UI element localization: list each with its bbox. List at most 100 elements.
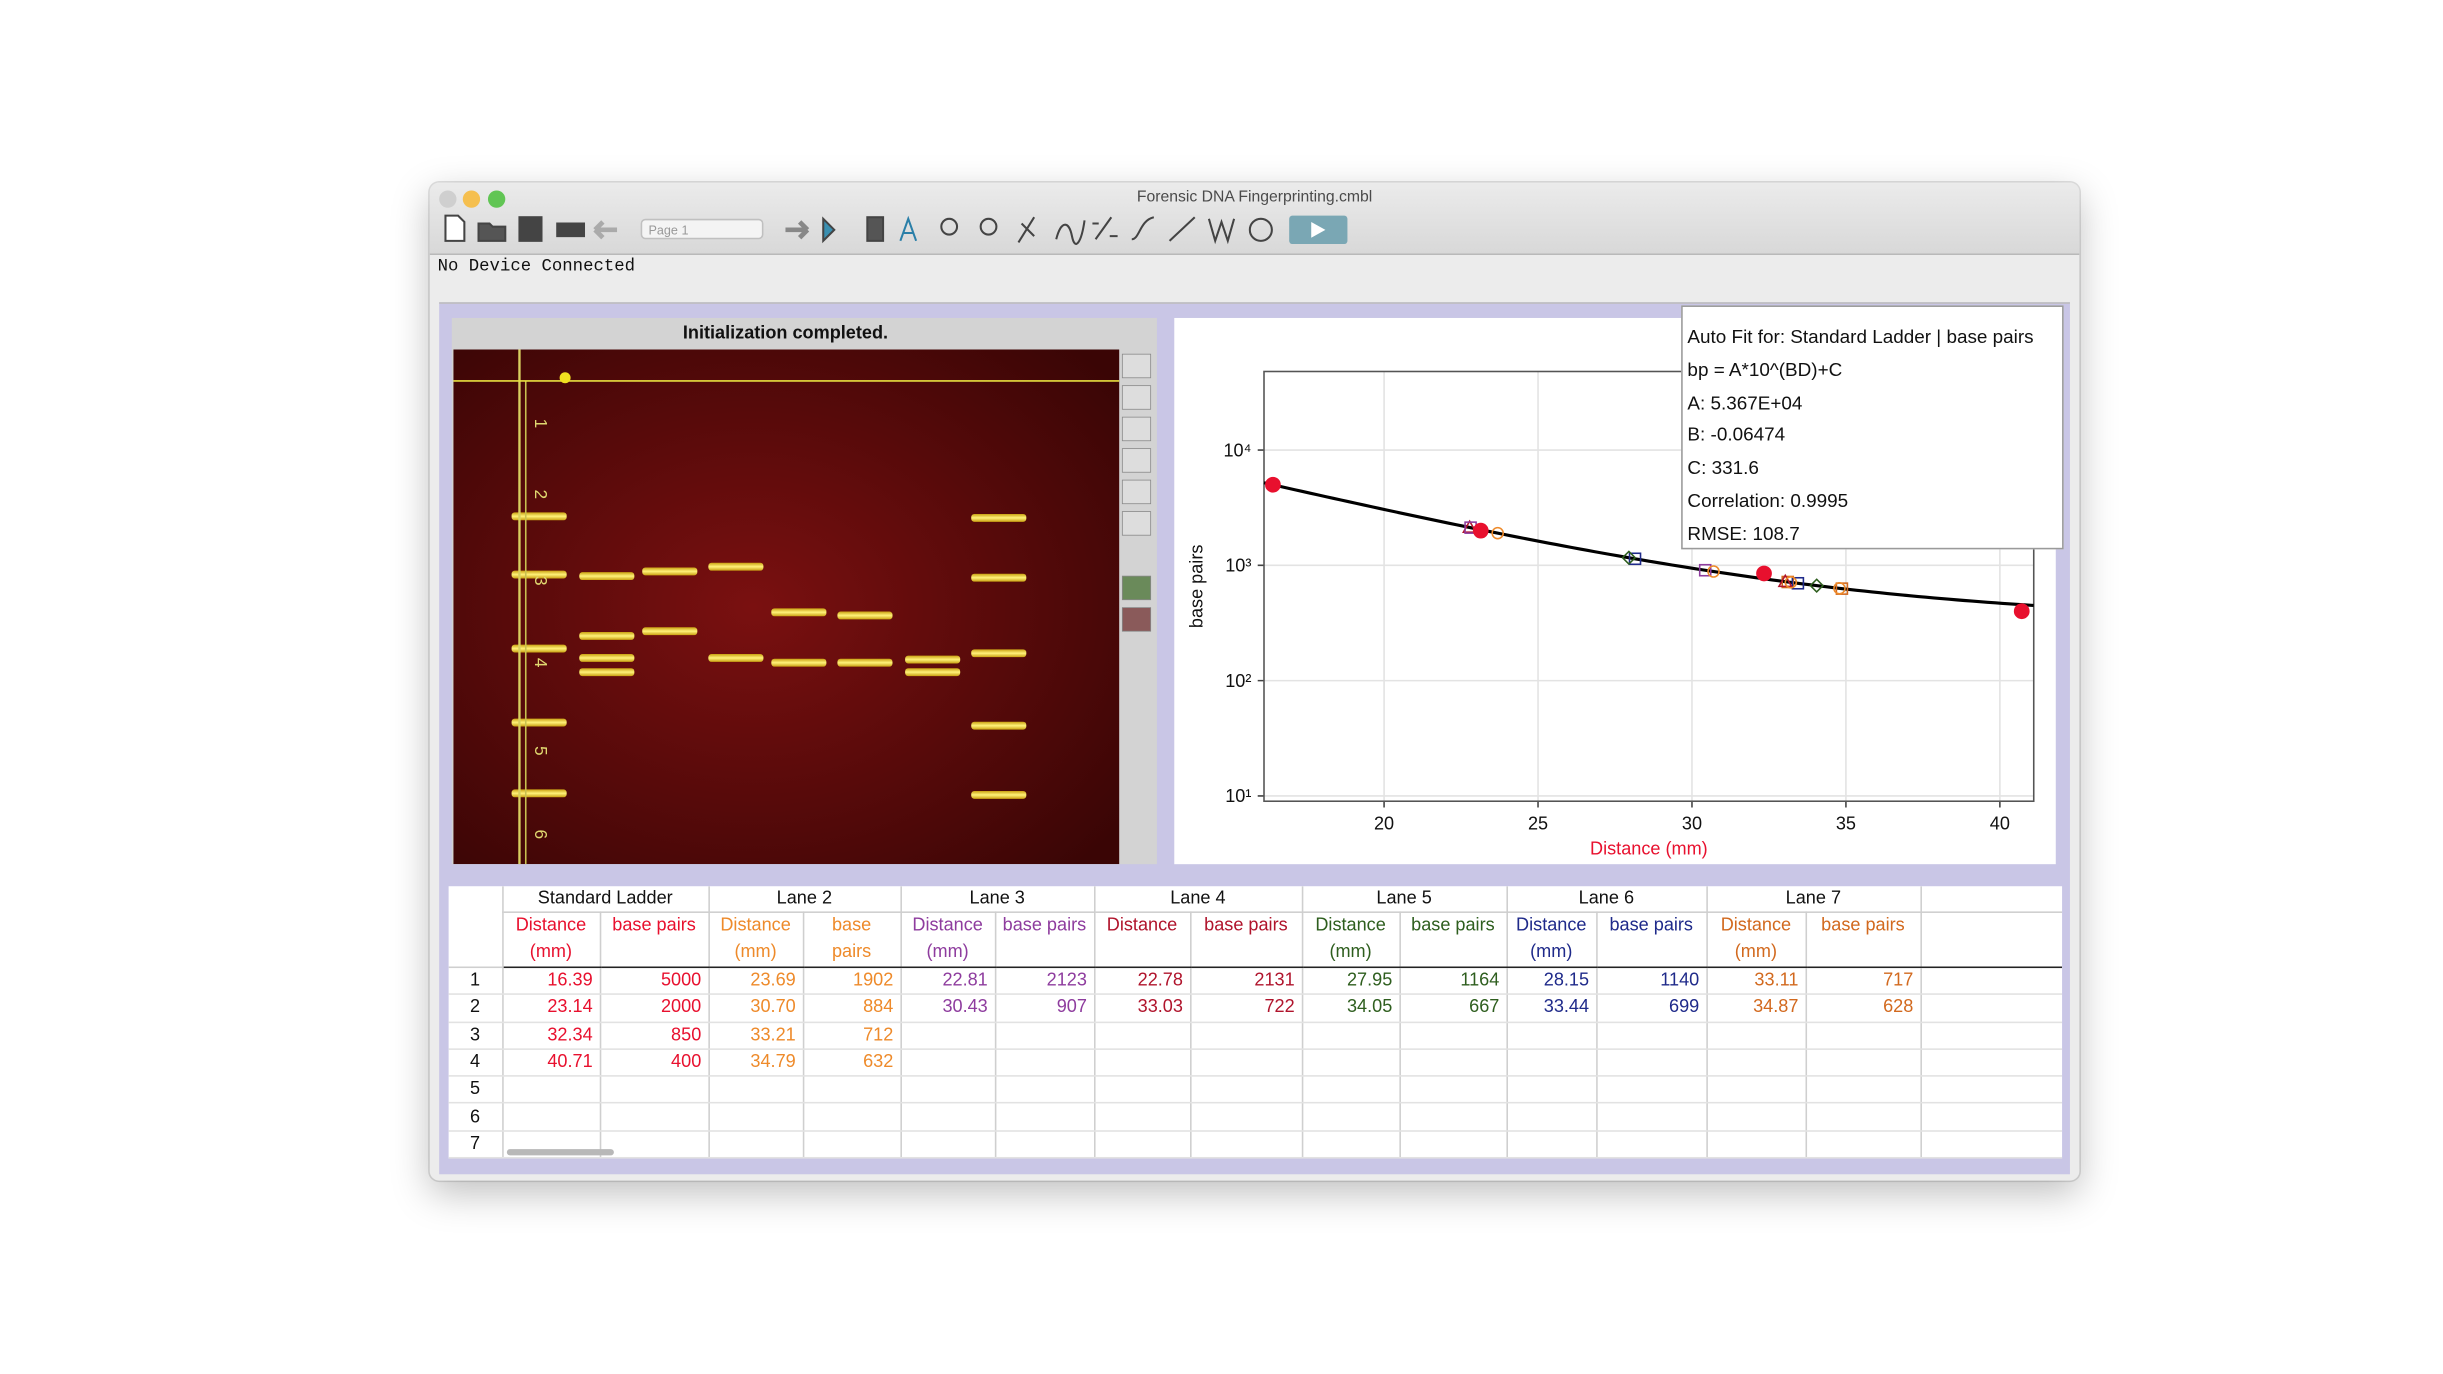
table-cell bbox=[1506, 1021, 1597, 1050]
data-point bbox=[1756, 565, 1772, 582]
device-status: No Device Connected bbox=[437, 258, 636, 278]
data-row: 2 23.14 2000 30.70 884 30.43 907 33.03 722 34.05 6… bbox=[448, 994, 2063, 1023]
table-cell bbox=[1093, 1048, 1191, 1077]
fit-equation: bp = A*10^(BD)+C bbox=[1687, 358, 1843, 381]
data-point bbox=[1784, 576, 1798, 589]
table-cell bbox=[708, 1076, 804, 1105]
back-button[interactable] bbox=[593, 220, 618, 240]
minimize-button[interactable] bbox=[462, 190, 481, 208]
gel-tool[interactable] bbox=[1121, 479, 1152, 505]
table-cell: 40.71 bbox=[502, 1048, 601, 1077]
column-header: Distance bbox=[1093, 912, 1191, 969]
table-cell bbox=[1506, 1103, 1597, 1132]
table-cell: 16.39 bbox=[502, 967, 601, 996]
table-cell: 667 bbox=[1399, 994, 1508, 1023]
column-header: base pairs bbox=[1596, 912, 1708, 969]
gel-tool[interactable] bbox=[1121, 448, 1152, 473]
ruler-label: 6 bbox=[531, 829, 551, 839]
column-header: Distance (mm) bbox=[1706, 912, 1807, 969]
row-number: 3 bbox=[448, 1021, 503, 1050]
table-cell bbox=[1596, 1103, 1708, 1132]
table-cell bbox=[1093, 1130, 1191, 1159]
table-cell bbox=[1805, 1021, 1922, 1050]
table-cell: 628 bbox=[1805, 994, 1922, 1023]
table-cell bbox=[1399, 1130, 1508, 1159]
stats-button[interactable] bbox=[1131, 216, 1155, 241]
data-point bbox=[2013, 603, 2030, 620]
table-cell: 22.78 bbox=[1093, 967, 1191, 996]
save-button[interactable] bbox=[518, 216, 543, 242]
row-number: 4 bbox=[448, 1048, 503, 1077]
new-button[interactable] bbox=[444, 214, 466, 242]
integral-button[interactable] bbox=[1092, 216, 1118, 240]
gel-band bbox=[771, 658, 827, 667]
text-button[interactable] bbox=[899, 215, 918, 242]
zoom-button[interactable] bbox=[487, 190, 506, 208]
print-button[interactable] bbox=[556, 222, 586, 238]
gel-band bbox=[971, 649, 1027, 658]
open-button[interactable] bbox=[477, 222, 507, 242]
gel-tool[interactable] bbox=[1121, 607, 1152, 632]
table-cell bbox=[1301, 1076, 1401, 1105]
data-point bbox=[1833, 582, 1846, 595]
gel-band bbox=[837, 611, 893, 620]
page-selector[interactable]: Page 1 bbox=[640, 218, 764, 240]
gel-band bbox=[642, 567, 698, 576]
gel-tool[interactable] bbox=[1121, 353, 1152, 379]
data-row: 6 bbox=[448, 1103, 2063, 1132]
table-cell bbox=[599, 1103, 710, 1132]
x-tick-label: 40 bbox=[1990, 814, 2010, 834]
gel-panel: Initialization completed. 1 2 3 4 5 6 bbox=[451, 317, 1157, 865]
table-cell bbox=[1190, 1048, 1303, 1077]
x-tick-label: 30 bbox=[1682, 814, 1702, 834]
table-cell: 34.05 bbox=[1301, 994, 1401, 1023]
table-cell bbox=[1399, 1076, 1508, 1105]
column-header: base pairs bbox=[1190, 912, 1303, 969]
table-cell bbox=[599, 1076, 710, 1105]
table-cell: 907 bbox=[994, 994, 1095, 1023]
data-point bbox=[1472, 522, 1489, 539]
gel-tool[interactable] bbox=[1121, 575, 1152, 601]
examine-button[interactable] bbox=[1017, 216, 1036, 243]
table-cell bbox=[1706, 1130, 1807, 1159]
zoom-out-button[interactable] bbox=[979, 217, 998, 236]
tangent-button[interactable] bbox=[1055, 220, 1086, 245]
table-cell: 33.44 bbox=[1506, 994, 1597, 1023]
table-cell bbox=[1596, 1130, 1708, 1159]
zoom-in-button[interactable] bbox=[940, 217, 959, 236]
table-cell bbox=[900, 1103, 996, 1132]
time-button[interactable] bbox=[1248, 217, 1273, 242]
empty-header bbox=[1920, 912, 2063, 969]
forward-button[interactable] bbox=[785, 220, 810, 240]
fit-param: C: 331.6 bbox=[1687, 456, 1759, 479]
curve-fit-button[interactable] bbox=[1207, 218, 1236, 245]
table-cell bbox=[1920, 1021, 2063, 1050]
gel-tool[interactable] bbox=[1121, 416, 1152, 442]
data-browser-button[interactable] bbox=[822, 216, 836, 244]
linear-fit-button[interactable] bbox=[1168, 216, 1196, 242]
scrollbar[interactable] bbox=[506, 1149, 614, 1156]
data-row: 1 16.39 5000 23.69 1902 22.81 2123 22.78 2131 27.… bbox=[448, 967, 2063, 996]
close-button[interactable] bbox=[439, 190, 457, 208]
table-cell bbox=[1301, 1103, 1401, 1132]
fit-box[interactable]: Auto Fit for: Standard Ladder | base pai… bbox=[1681, 305, 2064, 550]
gel-tool[interactable] bbox=[1121, 511, 1152, 536]
group-header: Lane 3 bbox=[900, 886, 1095, 913]
column-header: Distance (mm) bbox=[1301, 912, 1401, 969]
fit-rmse: RMSE: 108.7 bbox=[1687, 522, 1800, 545]
table-cell bbox=[1093, 1021, 1191, 1050]
gel-band bbox=[905, 668, 961, 677]
row-number: 1 bbox=[448, 967, 503, 996]
y-tick-label: 10⁴ bbox=[1224, 440, 1252, 460]
table-cell: 27.95 bbox=[1301, 967, 1401, 996]
table-cell bbox=[1805, 1048, 1922, 1077]
gel-band bbox=[579, 654, 635, 662]
calculator-button[interactable] bbox=[866, 216, 885, 242]
gel-tool[interactable] bbox=[1121, 385, 1152, 410]
data-row: 3 32.34 850 33.21 712 bbox=[448, 1021, 2063, 1050]
data-row: 4 40.71 400 34.79 632 bbox=[448, 1048, 2063, 1077]
table-cell: 30.43 bbox=[900, 994, 996, 1023]
column-header: base pairs bbox=[802, 912, 902, 969]
